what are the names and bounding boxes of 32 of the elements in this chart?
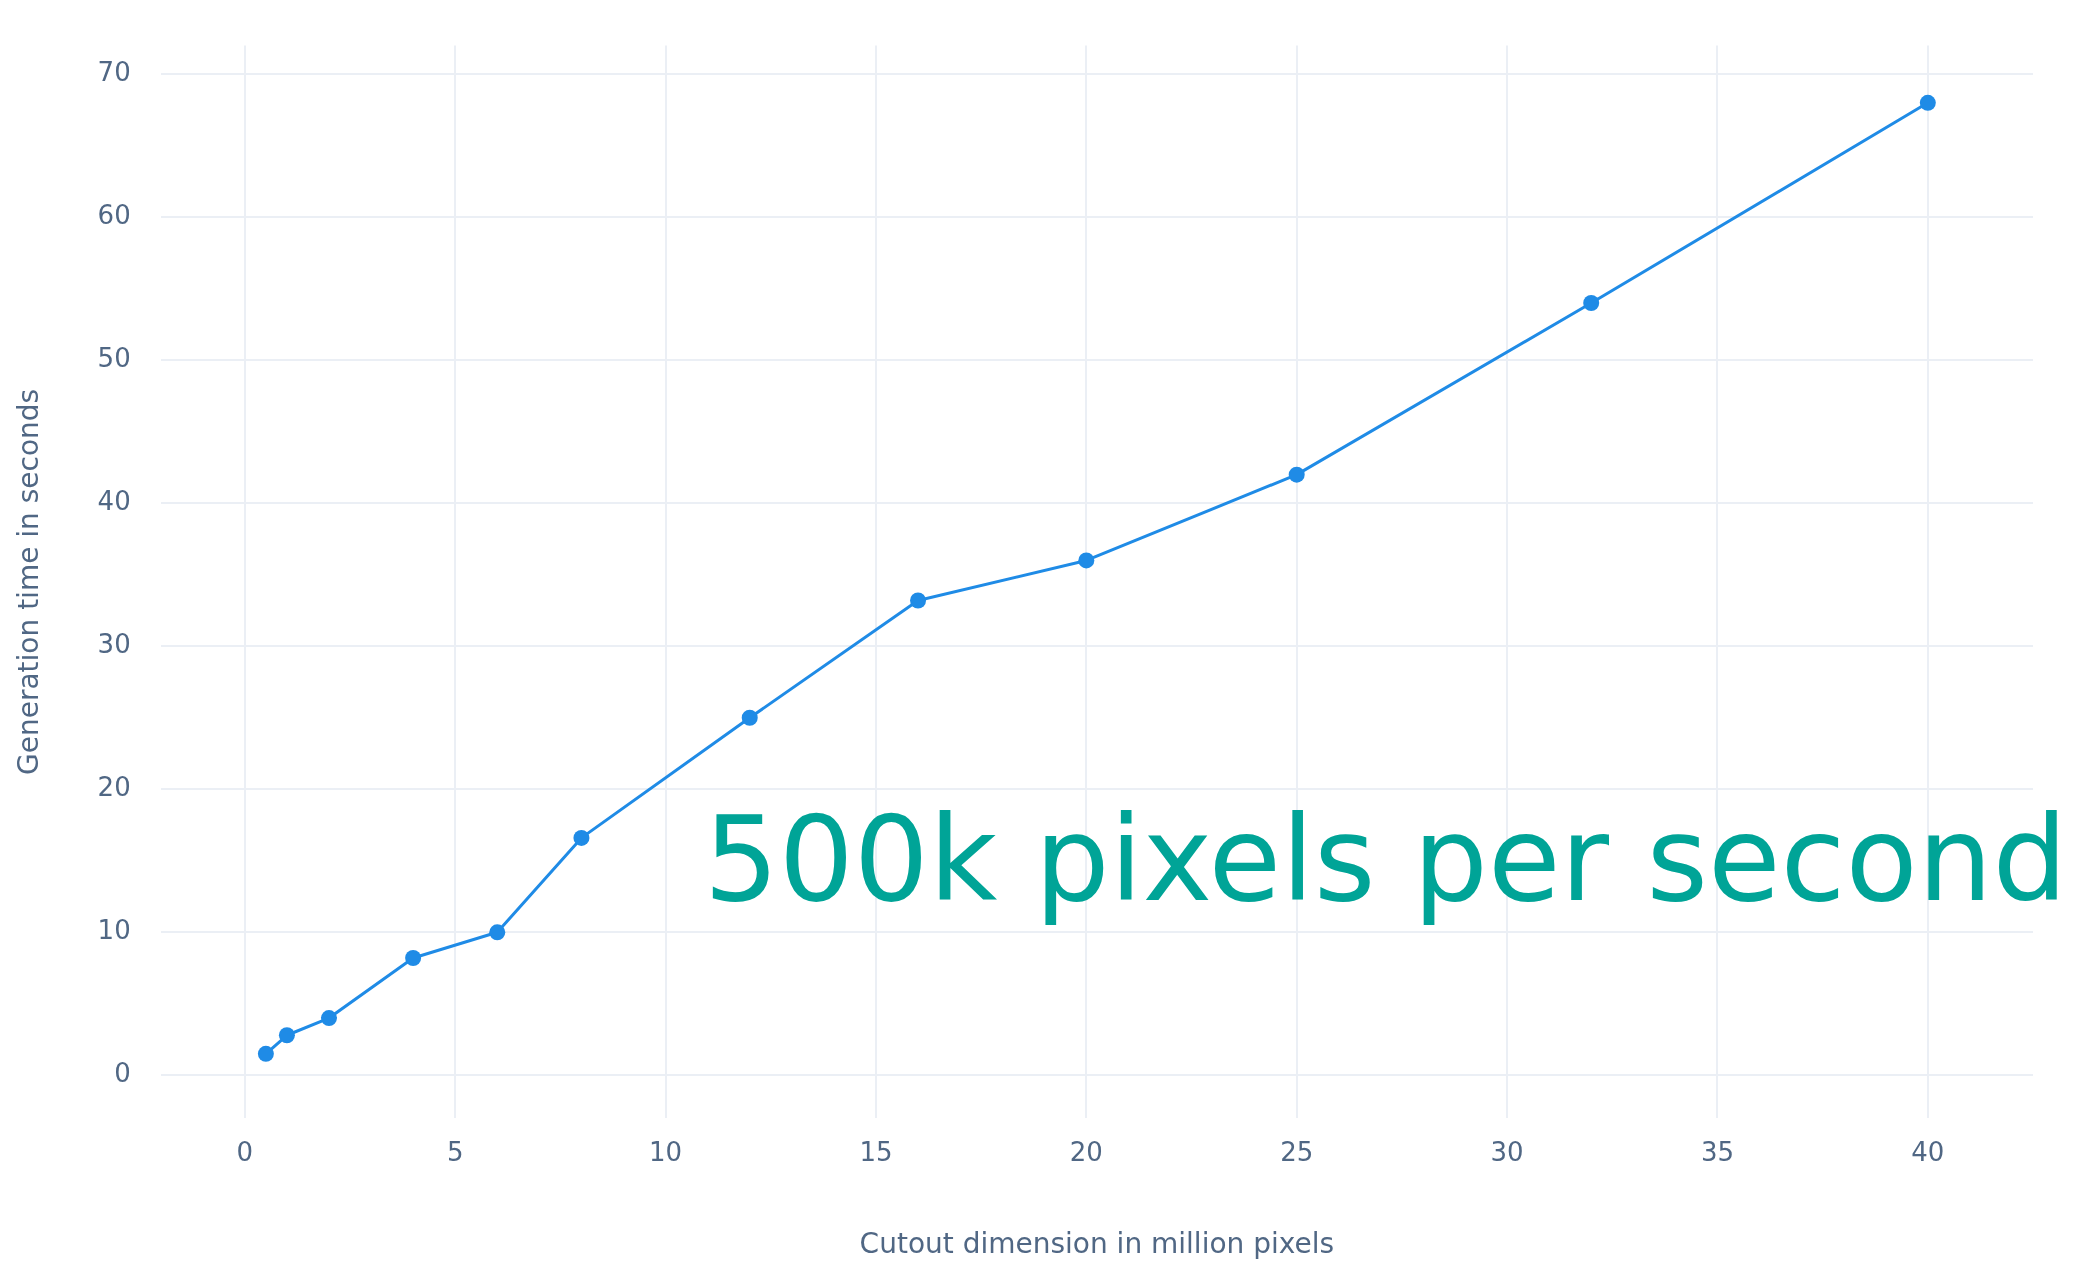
- y-tick-label: 70: [97, 56, 131, 87]
- y-tick-label: 20: [97, 772, 131, 803]
- point: [257, 1045, 274, 1062]
- point: [1288, 466, 1305, 483]
- x-tick-label: 0: [236, 1136, 254, 1167]
- y-tick-label: 60: [97, 199, 131, 230]
- x-tick-label: 20: [1069, 1136, 1103, 1167]
- x-tick-label: 25: [1280, 1136, 1314, 1167]
- point: [741, 709, 758, 726]
- y-tick-label: 50: [97, 342, 131, 373]
- y-axis-title: Generation time in seconds: [12, 388, 46, 775]
- point: [489, 924, 506, 941]
- x-tick-label: 10: [649, 1136, 683, 1167]
- y-tick-label: 30: [97, 629, 131, 660]
- x-tick-label: 40: [1911, 1136, 1945, 1167]
- point: [320, 1010, 337, 1027]
- point: [1078, 552, 1095, 569]
- point: [1583, 295, 1600, 312]
- point: [278, 1027, 295, 1044]
- y-tick-label: 0: [114, 1058, 131, 1089]
- point: [573, 829, 590, 846]
- x-tick-label: 5: [446, 1136, 464, 1167]
- x-tick-label: 15: [859, 1136, 893, 1167]
- y-tick-label: 40: [97, 485, 131, 516]
- point: [910, 592, 927, 609]
- x-tick-label: 35: [1700, 1136, 1734, 1167]
- annotation: 500k pixels per second: [703, 790, 2068, 929]
- point: [405, 950, 422, 967]
- x-tick-label: 30: [1490, 1136, 1524, 1167]
- x-axis-title: Cutout dimension in million pixels: [859, 1227, 1335, 1261]
- point: [1919, 94, 1936, 111]
- y-tick-label: 10: [97, 915, 131, 946]
